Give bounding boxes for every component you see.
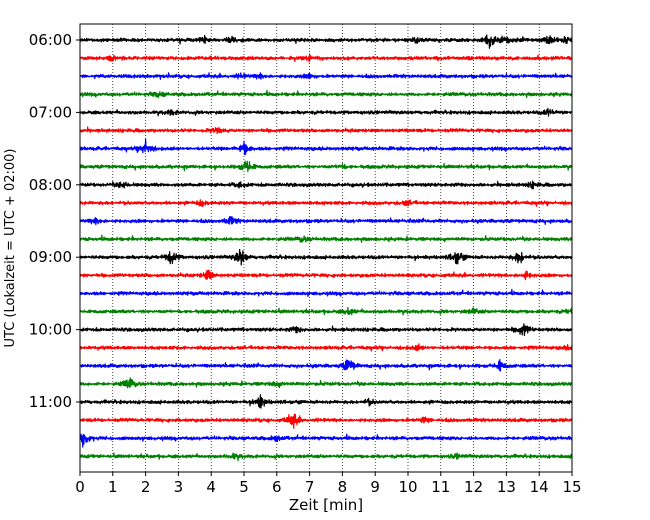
x-tick-label: 15: [562, 478, 581, 496]
trace-line: [79, 433, 573, 448]
trace-line: [79, 269, 573, 281]
trace-line: [79, 248, 573, 266]
trace-line: [79, 34, 573, 49]
y-tick-label: 09:00: [29, 248, 72, 266]
x-tick-label: 11: [431, 478, 450, 496]
trace-line: [79, 107, 573, 117]
trace-line: [79, 138, 573, 156]
x-axis-label: Zeit [min]: [289, 496, 363, 514]
x-axis: 0 1 2 3 4 5 6 7 8 9 10 11 12 13 14 15: [75, 472, 582, 496]
x-tick-label: 5: [239, 478, 249, 496]
trace-line: [79, 452, 573, 462]
trace-line: [79, 394, 573, 409]
trace-line: [79, 215, 573, 226]
x-tick-label: 7: [305, 478, 315, 496]
trace-line: [79, 343, 573, 352]
trace-line: [79, 126, 573, 135]
trace-group: [79, 34, 573, 462]
trace-line: [79, 160, 573, 173]
trace-line: [79, 180, 573, 190]
trace-line: [79, 413, 573, 429]
x-tick-label: 1: [108, 478, 118, 496]
plot-frame: [79, 23, 573, 473]
y-tick-label: 08:00: [29, 176, 72, 194]
x-tick-label: 14: [530, 478, 549, 496]
trace-line: [79, 288, 573, 298]
x-tick-label: 4: [206, 478, 216, 496]
trace-line: [79, 323, 573, 337]
y-axis: 06:00 07:00 08:00 09:00 10:00 11:00: [29, 31, 80, 411]
x-tick-label: 3: [174, 478, 184, 496]
trace-line: [79, 234, 573, 243]
x-tick-label: 13: [497, 478, 516, 496]
trace-line: [79, 199, 573, 207]
trace-line: [79, 53, 573, 63]
plot-background: [80, 24, 572, 472]
x-tick-label: 2: [141, 478, 151, 496]
trace-line: [79, 89, 573, 99]
y-tick-label: 06:00: [29, 31, 72, 49]
x-tick-label: 0: [75, 478, 85, 496]
x-tick-label: 8: [338, 478, 348, 496]
y-axis-label: UTC (Lokalzeit = UTC + 02:00): [3, 149, 18, 348]
trace-line: [79, 359, 573, 372]
x-tick-label: 9: [370, 478, 380, 496]
x-tick-label: 10: [398, 478, 417, 496]
y-tick-label: 10:00: [29, 321, 72, 339]
trace-line: [79, 377, 573, 389]
y-tick-label: 11:00: [29, 393, 72, 411]
trace-line: [79, 306, 573, 316]
trace-line: [79, 72, 573, 80]
x-tick-label: 12: [464, 478, 483, 496]
y-tick-label: 07:00: [29, 103, 72, 121]
x-tick-label: 6: [272, 478, 282, 496]
